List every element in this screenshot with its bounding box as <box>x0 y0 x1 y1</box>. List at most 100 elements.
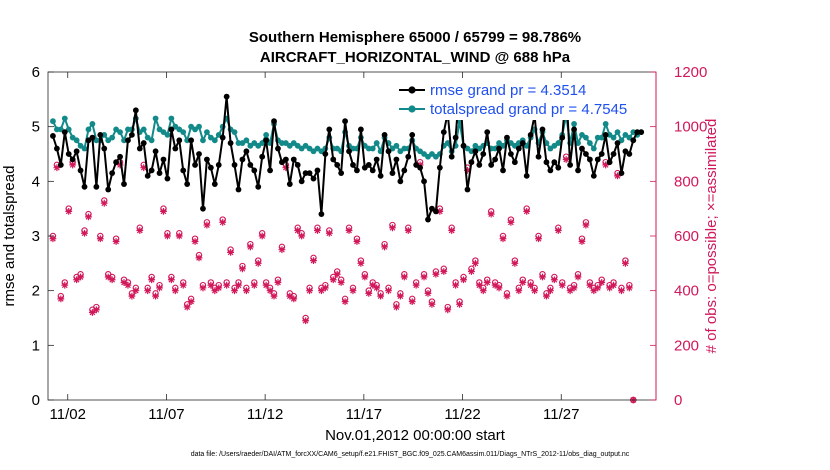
rmse-point <box>168 126 175 133</box>
spread-point <box>243 137 250 144</box>
assimilated-obs-point <box>160 208 167 215</box>
spread-point <box>152 115 159 122</box>
assimilated-obs-point <box>566 287 574 295</box>
assimilated-obs-point <box>381 243 388 251</box>
assimilated-obs-point <box>444 306 452 314</box>
rmse-point <box>243 148 250 155</box>
assimilated-obs-point <box>499 235 507 243</box>
assimilated-obs-point <box>511 259 519 267</box>
rmse-point <box>109 170 116 177</box>
rmse-point <box>298 178 305 185</box>
assimilated-obs-point <box>610 281 617 289</box>
left-y-tick-label: 3 <box>32 228 40 245</box>
rmse-point <box>164 175 171 182</box>
rmse-point <box>338 170 345 177</box>
rmse-point <box>61 129 68 136</box>
assimilated-obs-point <box>396 292 404 300</box>
rmse-point <box>527 131 534 138</box>
rmse-point <box>468 159 475 166</box>
assimilated-obs-point <box>365 290 373 297</box>
assimilated-obs-point <box>475 281 483 289</box>
rmse-point <box>192 162 198 168</box>
rmse-point <box>282 156 289 163</box>
rmse-point <box>523 172 530 179</box>
assimilated-obs-point <box>618 287 625 295</box>
assimilated-obs-point <box>223 281 231 289</box>
rmse-point <box>251 167 258 174</box>
left-y-axis: 0 1 2 3 4 5 6 <box>32 64 54 409</box>
assimilated-obs-point <box>590 287 598 295</box>
assimilated-obs-point <box>239 265 246 273</box>
assimilated-obs-point <box>515 287 523 295</box>
left-y-tick-label: 0 <box>32 392 40 409</box>
right-y-tick-label: 600 <box>674 228 699 245</box>
assimilated-obs-point <box>377 292 385 300</box>
assimilated-obs-point <box>479 287 487 295</box>
assimilated-obs-point <box>195 254 203 262</box>
rmse-point <box>480 151 487 157</box>
left-y-tick-label: 4 <box>32 173 40 190</box>
assimilated-obs-point <box>290 295 298 303</box>
rmse-point <box>105 186 112 193</box>
assimilated-obs-point <box>452 281 460 289</box>
assimilated-obs-point <box>219 218 227 226</box>
x-tick-label: 11/02 <box>50 406 86 423</box>
spread-point <box>614 129 621 136</box>
rmse-point <box>551 159 558 166</box>
assimilated-obs-point <box>582 221 590 229</box>
spread-point <box>575 140 581 146</box>
right-y-axis: 0 200 400 600 800 1000 1200 <box>650 64 707 409</box>
legend: rmse grand pr = 4.3514 totalspread grand… <box>395 78 645 120</box>
rmse-point <box>500 167 506 174</box>
rmse-point <box>231 162 238 168</box>
assimilated-obs-point <box>69 161 77 169</box>
assimilated-obs-point <box>49 235 57 243</box>
rmse-point <box>432 208 439 215</box>
assimilated-obs-point <box>104 273 112 281</box>
rmse-point <box>180 167 187 174</box>
rmse-point <box>357 126 364 133</box>
assimilated-obs-point <box>594 284 602 292</box>
spread-point <box>164 131 171 138</box>
rmse-point <box>211 181 218 187</box>
assimilated-obs-point <box>242 287 250 295</box>
rmse-point <box>310 175 317 182</box>
x-tick-label: 11/07 <box>148 406 184 423</box>
assimilated-obs-point <box>128 292 136 300</box>
rmse-point <box>255 183 262 190</box>
rmse-point <box>492 156 499 163</box>
assimilated-obs-point <box>602 161 610 169</box>
rmse-point <box>227 140 234 146</box>
rmse-point <box>121 181 127 187</box>
assimilated-obs-point <box>440 268 448 275</box>
rmse-point <box>614 140 621 146</box>
legend-box <box>395 78 645 120</box>
rmse-point <box>172 145 179 152</box>
rmse-point <box>519 140 526 146</box>
assimilated-obs-point <box>140 164 148 172</box>
assimilated-obs-point <box>424 290 432 297</box>
right-y-tick-label: 1200 <box>674 64 707 81</box>
assimilated-obs-point <box>404 227 412 234</box>
observations-layer <box>49 153 637 404</box>
rmse-point <box>606 159 613 166</box>
spread-point <box>200 137 206 144</box>
assimilated-obs-point <box>554 227 562 234</box>
rmse-point <box>286 181 293 187</box>
x-tick-label: 11/17 <box>346 406 382 423</box>
assimilated-obs-point <box>136 227 144 234</box>
assimilated-obs-point <box>112 238 120 245</box>
assimilated-obs-point <box>120 279 128 286</box>
rmse-point <box>583 151 589 157</box>
spread-point <box>610 134 617 141</box>
assimilated-obs-point <box>207 281 215 289</box>
spread-point <box>211 137 218 144</box>
right-y-axis-label: # of obs: o=possible; ×=assimilated <box>703 119 720 354</box>
spread-point <box>571 121 577 127</box>
x-tick-label: 11/22 <box>444 406 480 423</box>
assimilated-obs-point <box>550 276 558 284</box>
assimilated-obs-point <box>199 284 207 292</box>
rmse-point <box>53 145 60 152</box>
rmse-point <box>397 178 404 185</box>
assimilated-obs-point <box>73 276 81 284</box>
